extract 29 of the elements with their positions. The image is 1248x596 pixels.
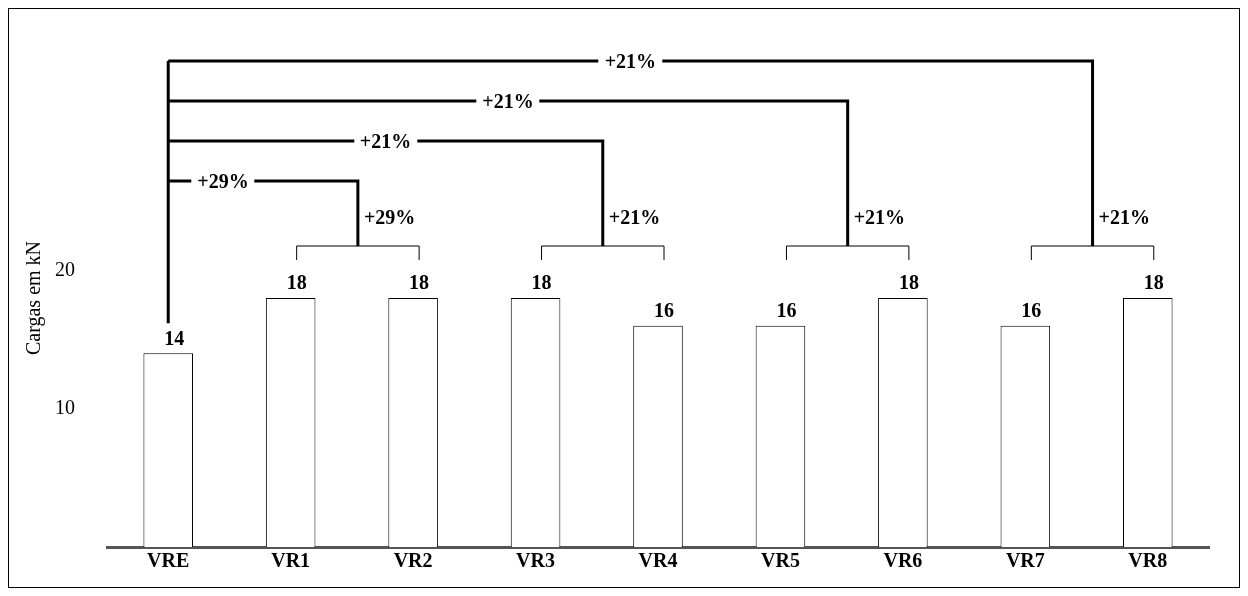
x-tick-label: VR1: [271, 549, 311, 572]
x-tick-label: VR5: [761, 549, 800, 572]
data-label: 18: [898, 271, 919, 294]
x-tick-label: VR3: [516, 549, 555, 572]
x-tick-label: VRE: [147, 549, 190, 572]
x-tick-label: VR2: [393, 549, 433, 572]
x-tick-label: VR7: [1005, 549, 1045, 572]
data-label: 14: [164, 326, 185, 349]
data-label: 16: [776, 298, 797, 321]
y-tick-label: 20: [55, 257, 75, 280]
y-tick-label: 10: [55, 395, 75, 418]
annotation: +21%: [353, 129, 418, 153]
annotation: +21%: [476, 89, 540, 113]
data-label: 18: [286, 271, 307, 294]
data-label: 18: [1143, 271, 1164, 294]
annotation: +29%: [191, 169, 255, 193]
annotation: +21%: [608, 206, 661, 229]
data-label: 16: [1021, 298, 1042, 321]
data-label: 16: [654, 298, 674, 321]
x-tick-label: VR6: [883, 549, 923, 572]
annotation: +21%: [853, 206, 906, 229]
x-tick-label: VR4: [638, 549, 678, 572]
annotation: +21%: [1098, 206, 1150, 229]
x-tick-label: VR8: [1128, 549, 1168, 572]
annotation: +29%: [363, 206, 416, 229]
data-label: 18: [409, 271, 430, 294]
y-axis-title: Cargas em kN: [22, 240, 46, 356]
data-label: 18: [531, 271, 552, 294]
annotation: +21%: [598, 49, 663, 73]
